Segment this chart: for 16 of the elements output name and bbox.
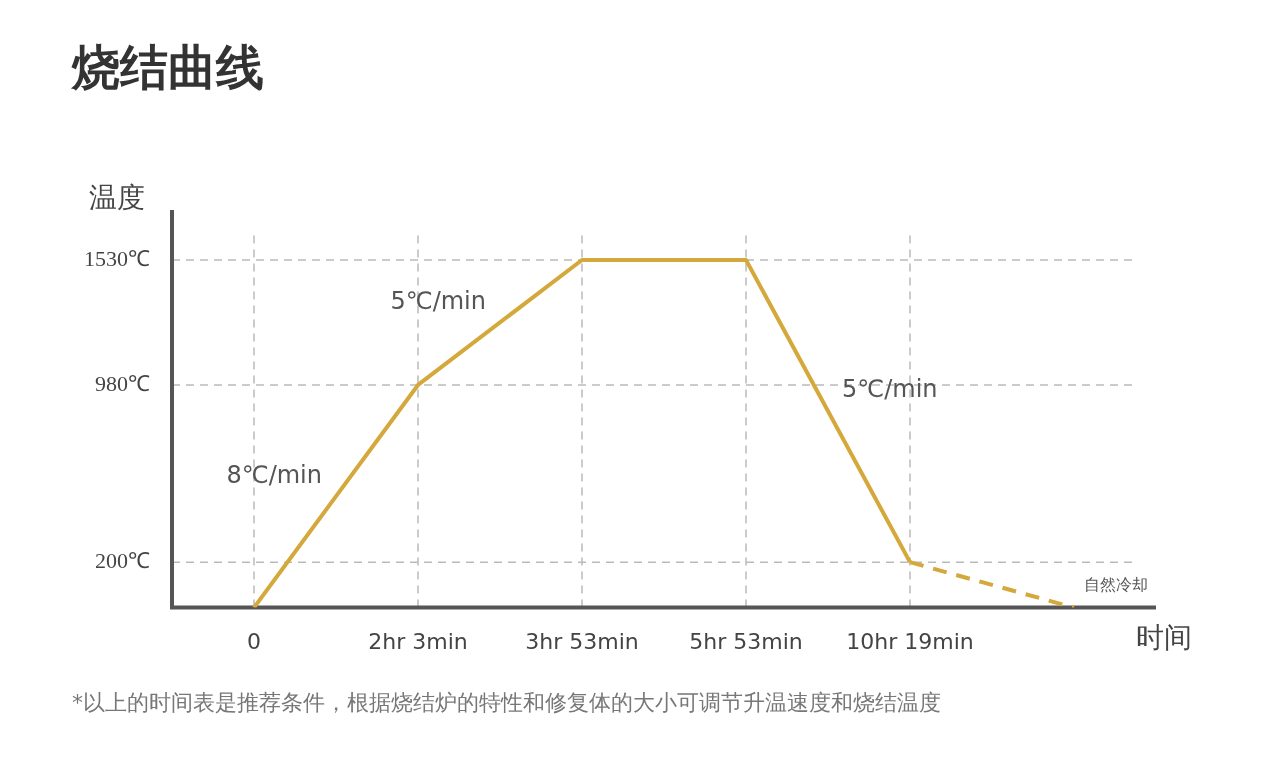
y-tick-label: 980℃	[95, 370, 150, 396]
annotation: 8℃/min	[226, 460, 322, 489]
y-tick-label: 1530℃	[84, 245, 150, 271]
chart-title: 烧结曲线	[72, 38, 264, 97]
annotation: 5℃/min	[390, 286, 486, 315]
x-tick-label: 10hr 19min	[846, 628, 974, 654]
y-tick-label: 200℃	[95, 547, 150, 573]
annotation: 5℃/min	[842, 375, 938, 404]
text: *以上的时间表是推荐条件，根据烧结炉的特性和修复体的大小可调节升温速度和烧结温度	[72, 689, 941, 717]
x-tick-label: 2hr 3min	[368, 628, 468, 654]
x-tick-label: 5hr 53min	[689, 628, 803, 654]
x-tick-label: 0	[247, 628, 261, 654]
x-axis-title: 时间	[1136, 620, 1192, 654]
y-axis-title: 温度	[89, 181, 145, 215]
x-tick-label: 3hr 53min	[525, 628, 639, 654]
annotation: 自然冷却	[1084, 574, 1148, 594]
